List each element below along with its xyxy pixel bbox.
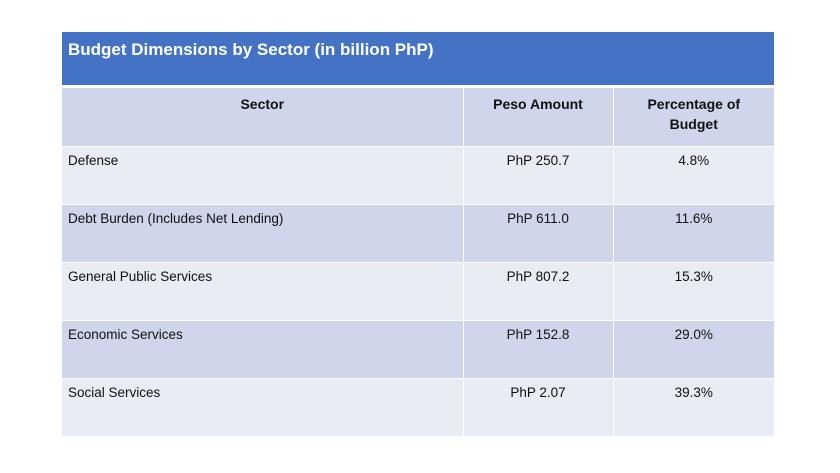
header-sector: Sector: [62, 88, 463, 146]
amount-cell: PhP 250.7: [462, 145, 613, 204]
header-percentage-line2: Budget: [669, 116, 718, 132]
sector-cell: Defense: [62, 145, 463, 204]
percentage-cell: 29.0%: [612, 319, 774, 378]
table-title: Budget Dimensions by Sector (in billion …: [62, 32, 774, 85]
header-peso-amount: Peso Amount: [462, 88, 613, 146]
percentage-cell: 39.3%: [612, 377, 774, 436]
percentage-cell: 4.8%: [612, 145, 774, 204]
header-row: Sector Peso Amount Percentage of Budget: [62, 88, 774, 146]
table-row: Social Services PhP 2.07 39.3%: [62, 377, 774, 436]
percentage-cell: 11.6%: [612, 203, 774, 262]
header-percentage-line1: Percentage of: [647, 96, 741, 112]
table-row: Defense PhP 250.7 4.8%: [62, 145, 774, 204]
percentage-cell: 15.3%: [612, 261, 774, 320]
table-row: Debt Burden (Includes Net Lending) PhP 6…: [62, 203, 774, 262]
amount-cell: PhP 2.07: [462, 377, 613, 436]
table-row: General Public Services PhP 807.2 15.3%: [62, 261, 774, 320]
table-row: Economic Services PhP 152.8 29.0%: [62, 319, 774, 378]
sector-cell: General Public Services: [62, 261, 463, 320]
sector-cell: Economic Services: [62, 319, 463, 378]
title-divider: [62, 85, 774, 88]
header-percentage: Percentage of Budget: [612, 88, 774, 146]
budget-table: Sector Peso Amount Percentage of Budget …: [62, 88, 774, 436]
budget-table-container: Budget Dimensions by Sector (in billion …: [62, 32, 774, 436]
sector-cell: Social Services: [62, 377, 463, 436]
amount-cell: PhP 152.8: [462, 319, 613, 378]
amount-cell: PhP 807.2: [462, 261, 613, 320]
sector-cell: Debt Burden (Includes Net Lending): [62, 203, 463, 262]
amount-cell: PhP 611.0: [462, 203, 613, 262]
